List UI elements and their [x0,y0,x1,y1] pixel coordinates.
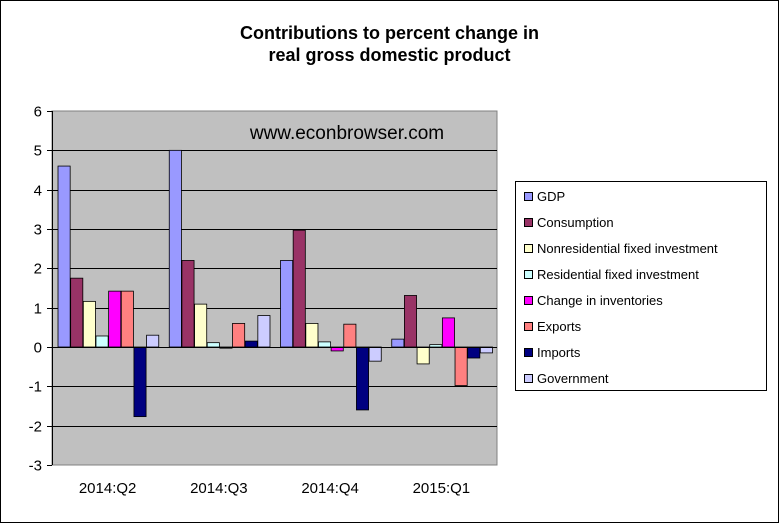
y-tick-label: 5 [34,143,42,160]
bar-imports [244,340,258,348]
bar-nonresidential-fixed-investment [194,303,208,348]
bar-nonresidential-fixed-investment [305,322,319,348]
bar-residential-fixed-investment [318,341,332,348]
y-tick-label: 2 [34,261,42,278]
bar-gdp [280,260,294,348]
bar-nonresidential-fixed-investment [416,346,430,365]
y-tick-label: -2 [29,419,42,436]
y-tick-label: 6 [34,104,42,121]
y-tick-label: 1 [34,301,42,318]
bar-residential-fixed-investment [206,342,220,348]
y-tick-label: 0 [34,340,42,357]
bar-exports [343,323,357,348]
bar-government [146,334,160,348]
bar-residential-fixed-investment [429,344,443,348]
bar-consumption [181,260,195,348]
legend-swatch [524,269,533,279]
chart-legend: GDP Consumption Nonresidential fixed inves… [515,181,767,391]
legend-item: Nonresidential fixed investment [524,240,718,256]
bar-residential-fixed-investment [95,335,109,348]
chart-title: Contributions to percent change in real … [0,22,779,66]
bar-consumption [292,229,306,348]
legend-label: GDP [537,188,566,204]
legend-swatch [524,321,533,331]
bar-imports [133,346,147,418]
bar-gdp [168,149,182,348]
bar-consumption [404,295,417,348]
legend-item: GDP [524,188,565,204]
bar-government [257,315,271,348]
chart-title-line1: Contributions to percent change in [239,23,539,43]
legend-label: Exports [537,318,582,334]
legend-swatch [524,347,533,357]
legend-swatch [524,191,533,201]
legend-swatch [524,373,533,383]
bar-change-in-inventories [108,290,122,348]
bar-gdp [57,165,71,348]
bar-nonresidential-fixed-investment [82,300,96,348]
bar-imports [356,346,369,411]
bar-government [368,346,382,362]
chart-title-line2: real gross domestic product [268,45,511,65]
plot-area [51,110,498,466]
x-tick-label: 2014:Q3 [190,480,248,497]
bar-exports [120,290,134,348]
bar-imports [467,346,481,359]
legend-item: Imports [524,344,580,360]
bar-gdp [391,338,405,348]
x-tick-label: 2015:Q1 [413,480,471,497]
legend-item: Residential fixed investment [524,266,699,282]
legend-item: Exports [524,318,581,334]
y-tick-label: -3 [29,458,42,475]
legend-label: Residential fixed investment [537,266,699,282]
y-tick-label: -1 [29,379,42,396]
x-tick-label: 2014:Q2 [79,480,137,497]
legend-swatch [524,295,533,305]
legend-label: Consumption [537,214,614,230]
x-tick-label: 2014:Q4 [301,480,359,497]
legend-item: Government [524,370,609,386]
legend-item: Change in inventories [524,292,663,308]
y-tick-label: 4 [34,183,42,200]
bar-change-in-inventories [441,317,455,348]
watermark-text: www.econbrowser.com [249,123,444,144]
legend-item: Consumption [524,214,614,230]
bar-exports [232,322,246,348]
legend-label: Change in inventories [537,292,663,308]
legend-label: Imports [537,344,581,360]
legend-swatch [524,217,533,227]
legend-label: Government [537,370,609,386]
bar-consumption [70,277,84,348]
y-tick-label: 3 [34,222,42,239]
bar-exports [454,346,468,386]
legend-label: Nonresidential fixed investment [537,240,718,256]
legend-swatch [524,243,533,253]
